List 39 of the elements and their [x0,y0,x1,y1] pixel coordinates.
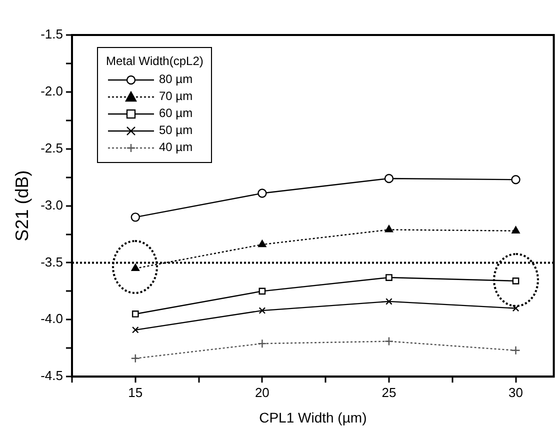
x-axis-title: CPL1 Width (µm) [259,409,367,426]
y-tick-label: -2.5 [40,140,63,156]
point [512,304,520,312]
y-axis-title: S21 (dB) [12,170,32,242]
x-tick-label: 15 [128,384,143,400]
legend-label: 40 µm [159,139,193,156]
point [384,225,394,232]
point [132,326,139,334]
point [131,264,140,272]
x-tick-label: 25 [382,384,396,400]
legend-label: 50 µm [159,122,193,139]
y-tick-label: -1.5 [40,26,63,42]
y-tick-label: -2.0 [40,84,63,99]
point [258,240,266,248]
y-tick-label: -3.0 [40,197,63,212]
point [386,274,392,281]
legend-title: Metal Width(cpL2) [106,53,204,70]
point [132,310,139,318]
point [511,175,520,184]
point [258,338,267,348]
point [130,212,140,222]
point [258,288,266,295]
point [386,298,392,305]
legend-label: 80 µm [159,71,193,88]
point [130,354,140,363]
y-tick-label: -3.5 [40,254,63,270]
point [258,188,267,198]
y-tick-label: -4.0 [40,311,63,326]
legend-label: 60 µm [159,105,193,122]
point [512,278,520,284]
y-tick-label: -4.5 [40,368,63,384]
x-tick-label: 30 [508,384,523,400]
x-tick-label: 20 [254,384,270,400]
point [384,174,394,184]
point [258,307,266,314]
point [511,346,520,356]
legend-label: 70 µm [159,88,193,105]
point [512,226,520,234]
point [384,336,394,346]
